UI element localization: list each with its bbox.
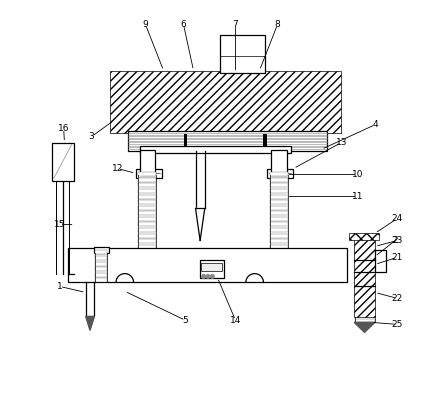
Bar: [95, 256, 107, 260]
Bar: [270, 206, 288, 210]
Bar: [219, 34, 265, 73]
Polygon shape: [195, 209, 205, 241]
Text: 2: 2: [392, 236, 398, 245]
Bar: [138, 267, 156, 271]
Circle shape: [206, 275, 210, 278]
Bar: [93, 247, 109, 253]
Bar: [270, 251, 288, 255]
Bar: [270, 245, 288, 249]
Bar: [270, 183, 288, 187]
Bar: [270, 278, 288, 282]
Bar: [270, 172, 288, 176]
Bar: [138, 178, 156, 182]
Bar: [128, 132, 327, 150]
Bar: [95, 251, 107, 255]
Bar: [138, 211, 156, 215]
Text: 24: 24: [392, 214, 403, 223]
Bar: [138, 256, 156, 260]
Bar: [52, 143, 74, 180]
Text: 9: 9: [143, 20, 148, 29]
Bar: [138, 273, 156, 277]
Bar: [136, 168, 162, 178]
Bar: [109, 71, 342, 133]
Bar: [140, 150, 155, 174]
Bar: [138, 194, 156, 198]
Bar: [138, 239, 156, 243]
Bar: [138, 223, 156, 227]
Text: 21: 21: [392, 253, 403, 262]
Bar: [375, 251, 386, 272]
Bar: [95, 267, 107, 271]
Text: 1: 1: [57, 282, 62, 291]
Bar: [138, 228, 156, 232]
Bar: [183, 134, 187, 148]
Bar: [270, 178, 288, 182]
Circle shape: [210, 275, 214, 278]
Text: 12: 12: [112, 164, 123, 173]
Bar: [270, 211, 288, 215]
Text: 10: 10: [352, 170, 363, 179]
Bar: [270, 234, 288, 238]
Bar: [268, 168, 293, 178]
Bar: [350, 233, 379, 241]
Bar: [270, 223, 288, 227]
Bar: [140, 146, 291, 152]
Bar: [68, 249, 347, 282]
Bar: [201, 263, 222, 271]
Bar: [354, 319, 374, 322]
Text: 14: 14: [230, 316, 241, 325]
Text: 11: 11: [352, 192, 363, 201]
Bar: [270, 239, 288, 243]
Bar: [138, 245, 156, 249]
Bar: [138, 183, 156, 187]
Polygon shape: [354, 322, 375, 332]
Bar: [272, 150, 287, 174]
Text: 13: 13: [336, 138, 347, 147]
Text: 25: 25: [392, 320, 403, 329]
Text: 23: 23: [392, 236, 403, 245]
Polygon shape: [85, 316, 94, 330]
Bar: [270, 194, 288, 198]
Bar: [270, 228, 288, 232]
Bar: [138, 251, 156, 255]
Text: 8: 8: [275, 20, 280, 29]
Text: 3: 3: [89, 132, 94, 141]
Bar: [138, 206, 156, 210]
Bar: [354, 239, 375, 317]
Text: 22: 22: [392, 294, 403, 303]
Bar: [270, 256, 288, 260]
Bar: [138, 200, 156, 204]
Bar: [270, 217, 288, 221]
Text: 4: 4: [373, 120, 378, 129]
Bar: [138, 261, 156, 265]
Text: 5: 5: [183, 316, 188, 325]
Bar: [95, 273, 107, 277]
Bar: [264, 134, 267, 148]
Bar: [138, 217, 156, 221]
Circle shape: [202, 275, 205, 278]
Bar: [138, 172, 156, 176]
Text: 16: 16: [58, 124, 70, 133]
Bar: [270, 267, 288, 271]
Bar: [270, 189, 288, 193]
Bar: [270, 261, 288, 265]
Bar: [138, 278, 156, 282]
Bar: [95, 261, 107, 265]
Bar: [199, 259, 224, 277]
Text: 6: 6: [181, 20, 187, 29]
Bar: [95, 278, 107, 282]
Bar: [270, 200, 288, 204]
Text: 7: 7: [233, 20, 238, 29]
Bar: [138, 189, 156, 193]
Bar: [270, 273, 288, 277]
Text: 15: 15: [54, 220, 66, 229]
Bar: [138, 234, 156, 238]
